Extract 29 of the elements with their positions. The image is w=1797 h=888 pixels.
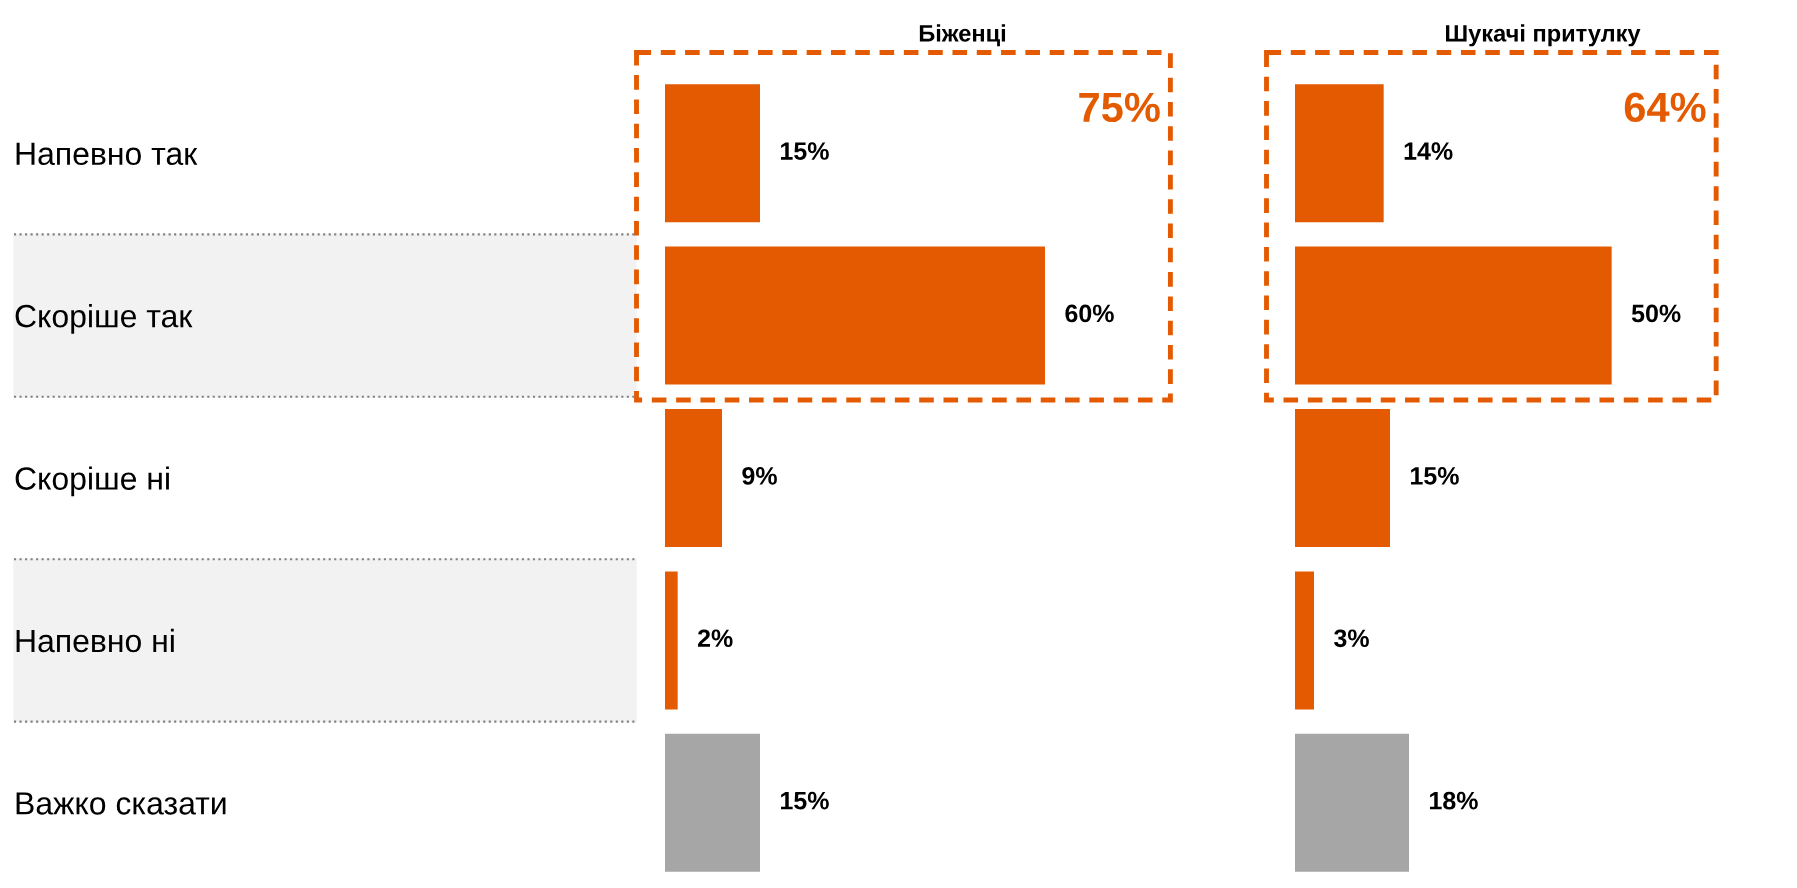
data-label: 15% <box>781 142 829 160</box>
y-tick-label: Важко сказати <box>16 792 226 815</box>
bar <box>665 84 760 223</box>
data-label: 14% <box>1404 142 1453 160</box>
data-label: 50% <box>1631 304 1681 323</box>
bar <box>665 246 1045 385</box>
chart-title: Шукачі притулку <box>1446 24 1641 47</box>
bar <box>665 408 722 548</box>
text: 75% <box>1079 92 1160 123</box>
chart-title: Біженці <box>919 24 1006 47</box>
data-label: 9% <box>742 467 777 485</box>
y-tick-label: Напевно ні <box>16 628 174 653</box>
bar <box>1295 408 1390 548</box>
y-tick-label: Скоріше ні <box>15 466 169 497</box>
data-label: 18% <box>1430 791 1478 810</box>
bar <box>665 733 760 872</box>
y-tick-label: Напевно так <box>16 142 198 166</box>
bar <box>1295 246 1612 385</box>
data-label: 15% <box>1411 467 1459 485</box>
data-label: 2% <box>697 629 733 648</box>
bar <box>1295 571 1314 710</box>
bar <box>1295 733 1409 872</box>
text: 64% <box>1624 92 1706 123</box>
data-label: 3% <box>1334 629 1369 648</box>
data-label: 15% <box>781 791 829 810</box>
bar <box>1295 84 1384 223</box>
bar <box>665 571 678 710</box>
y-tick-label: Скоріше так <box>15 304 193 334</box>
data-label: 60% <box>1065 304 1114 323</box>
